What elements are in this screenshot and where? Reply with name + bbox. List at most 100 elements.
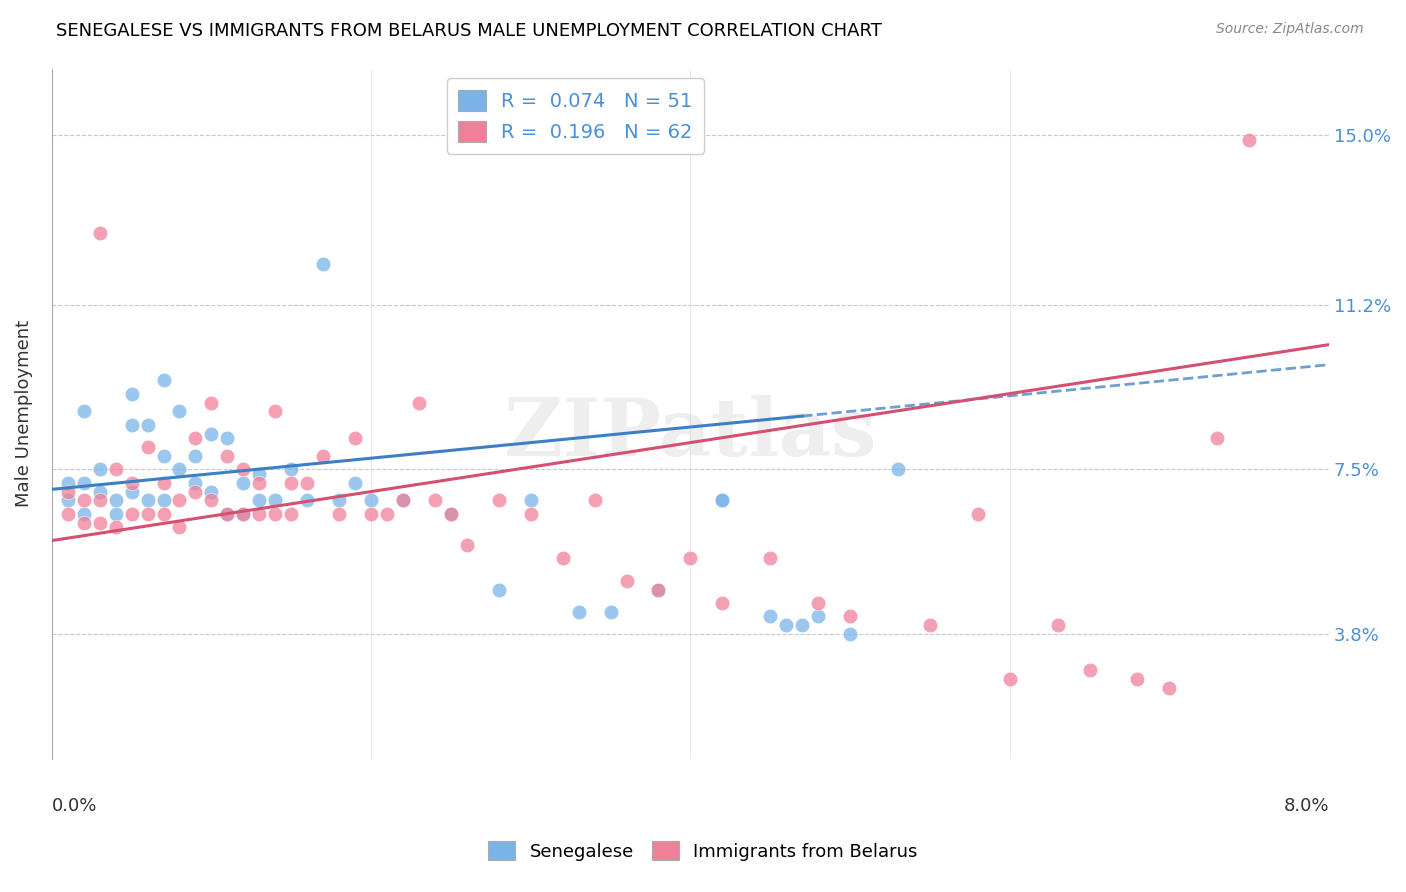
Point [759,609,782,624]
Point [966,507,988,521]
Point [104,507,127,521]
Point [839,627,862,641]
Text: 8.0%: 8.0% [1284,797,1329,814]
Point [295,493,318,508]
Text: ZIPatlas: ZIPatlas [505,395,876,474]
Point [121,475,143,490]
Point [360,493,382,508]
Text: SENEGALESE VS IMMIGRANTS FROM BELARUS MALE UNEMPLOYMENT CORRELATION CHART: SENEGALESE VS IMMIGRANTS FROM BELARUS MA… [56,22,882,40]
Point [392,493,415,508]
Point [583,493,606,508]
Point [169,520,191,534]
Point [1206,431,1229,445]
Point [121,417,143,432]
Point [217,507,239,521]
Point [217,507,239,521]
Point [56,493,79,508]
Point [792,618,814,632]
Point [264,507,287,521]
Point [152,449,174,463]
Point [280,475,302,490]
Point [73,404,96,418]
Legend: R =  0.074   N = 51, R =  0.196   N = 62: R = 0.074 N = 51, R = 0.196 N = 62 [447,78,704,153]
Point [217,431,239,445]
Point [998,672,1021,686]
Point [519,493,541,508]
Point [104,520,127,534]
Point [136,507,159,521]
Legend: Senegalese, Immigrants from Belarus: Senegalese, Immigrants from Belarus [479,832,927,870]
Point [56,484,79,499]
Point [73,493,96,508]
Point [392,493,415,508]
Point [711,493,734,508]
Point [121,507,143,521]
Point [247,507,270,521]
Point [152,507,174,521]
Point [599,605,621,619]
Point [328,493,350,508]
Point [89,516,111,530]
Point [328,507,350,521]
Point [152,475,174,490]
Point [759,551,782,566]
Point [247,475,270,490]
Point [169,404,191,418]
Point [887,462,910,476]
Point [121,386,143,401]
Point [1126,672,1149,686]
Point [568,605,591,619]
Point [679,551,702,566]
Point [647,582,669,597]
Point [56,475,79,490]
Point [121,484,143,499]
Point [280,507,302,521]
Point [1237,133,1260,147]
Point [295,475,318,490]
Point [217,449,239,463]
Point [775,618,797,632]
Point [711,596,734,610]
Point [918,618,941,632]
Point [408,395,430,409]
Point [89,493,111,508]
Point [488,493,510,508]
Point [232,507,254,521]
Point [136,417,159,432]
Point [807,596,830,610]
Point [440,507,463,521]
Point [152,493,174,508]
Point [152,373,174,387]
Point [232,462,254,476]
Point [519,507,541,521]
Point [73,507,96,521]
Point [375,507,398,521]
Point [1046,618,1069,632]
Point [200,426,222,441]
Point [200,493,222,508]
Point [456,538,478,552]
Point [73,475,96,490]
Point [200,484,222,499]
Text: Source: ZipAtlas.com: Source: ZipAtlas.com [1216,22,1364,37]
Point [104,493,127,508]
Point [440,507,463,521]
Point [136,440,159,454]
Point [89,227,111,241]
Point [56,507,79,521]
Point [360,507,382,521]
Point [247,467,270,481]
Point [184,431,207,445]
Point [616,574,638,588]
Point [184,484,207,499]
Point [232,507,254,521]
Point [1078,663,1101,677]
Point [89,462,111,476]
Point [200,395,222,409]
Point [247,493,270,508]
Point [423,493,446,508]
Point [839,609,862,624]
Point [136,493,159,508]
Point [711,493,734,508]
Point [73,516,96,530]
